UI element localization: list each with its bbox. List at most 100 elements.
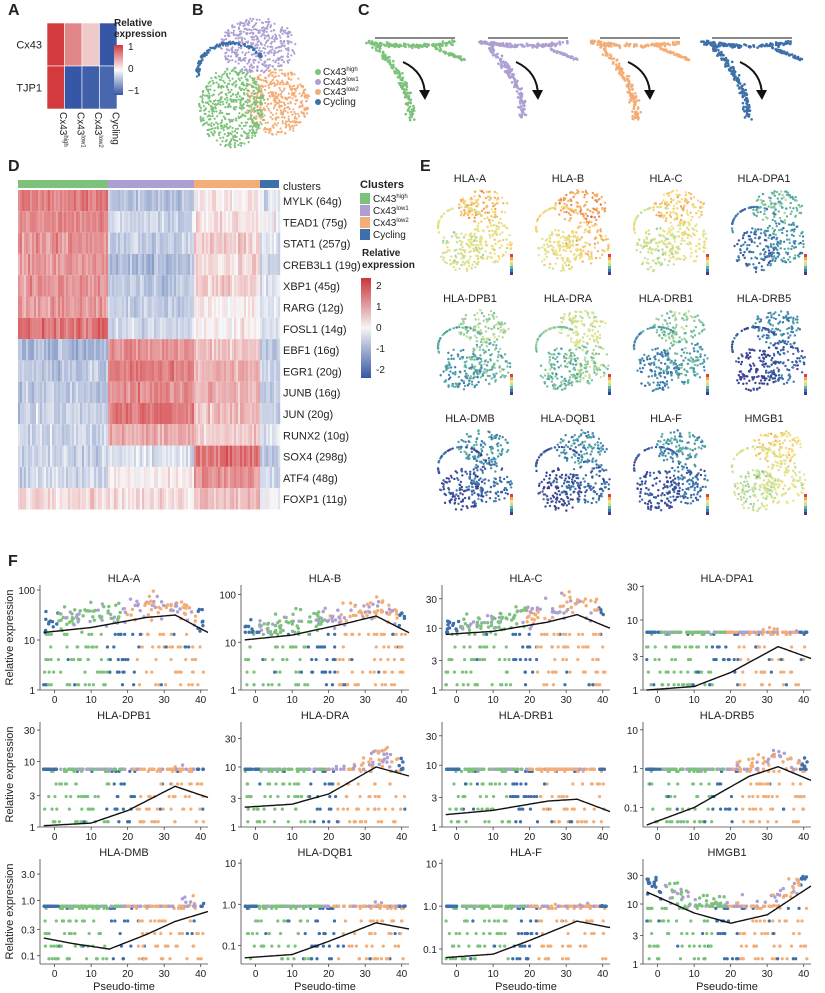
heatmap-column xyxy=(46,381,49,403)
tsne-point xyxy=(227,82,231,85)
heatmap-column xyxy=(232,232,235,254)
heatmap-column xyxy=(256,403,259,425)
heatmap-column xyxy=(276,190,279,212)
heatmap-column xyxy=(212,381,215,403)
heatmap-column xyxy=(148,317,151,340)
heatmap-column xyxy=(176,466,179,489)
tsne-point xyxy=(217,131,221,134)
heatmap-column xyxy=(256,339,259,361)
heatmap-column xyxy=(104,253,107,276)
tsne-point xyxy=(267,74,270,77)
tsne-point xyxy=(247,131,250,135)
heatmap-column xyxy=(230,339,233,361)
tsne-point xyxy=(274,33,277,36)
heatmap-column xyxy=(226,488,229,510)
heatmap-column xyxy=(34,360,37,382)
tsne-point xyxy=(262,46,265,50)
heatmap-column xyxy=(238,317,241,340)
heatmap-column xyxy=(258,466,261,489)
heatmap-column xyxy=(138,360,141,382)
heatmap-column xyxy=(224,253,227,276)
heatmap-column xyxy=(190,253,193,276)
heatmap-column xyxy=(66,445,69,467)
tsne-point xyxy=(207,128,211,131)
trajectory-point xyxy=(679,55,682,59)
heatmap-cell xyxy=(46,22,65,67)
heatmap-column xyxy=(84,296,87,318)
heatmap-column xyxy=(20,403,23,425)
tsne-point xyxy=(256,92,259,95)
feature-point xyxy=(495,224,498,228)
heatmap-column xyxy=(118,403,121,425)
heatmap-column xyxy=(40,275,43,297)
tsne-point xyxy=(248,21,251,25)
tsne-point xyxy=(274,47,277,50)
heatmap-column xyxy=(128,253,131,276)
heatmap-column xyxy=(204,466,207,489)
heatmap-column xyxy=(172,403,175,425)
heatmap-column xyxy=(98,424,101,446)
heatmap-column xyxy=(38,317,41,340)
tsne-point xyxy=(257,61,260,64)
heatmap-column xyxy=(204,317,207,340)
heatmap-column xyxy=(28,488,31,510)
tsne-point xyxy=(217,86,220,89)
tsne-point xyxy=(248,95,251,98)
heatmap-column xyxy=(172,317,175,340)
tsne-point xyxy=(198,102,201,105)
tsne-point xyxy=(228,49,231,52)
heatmap-column xyxy=(226,275,229,297)
heatmap-column xyxy=(152,466,155,489)
tsne-point xyxy=(211,127,214,130)
heatmap-column xyxy=(220,381,223,403)
tsne-point xyxy=(208,80,212,83)
heatmap-column xyxy=(202,403,205,425)
heatmap-column xyxy=(272,424,275,446)
tsne-point xyxy=(213,110,216,113)
heatmap-column xyxy=(20,317,23,340)
trajectory-point xyxy=(514,82,518,86)
heatmap-column xyxy=(34,445,37,467)
heatmap-column xyxy=(230,275,233,297)
heatmap-column xyxy=(240,445,243,467)
heatmap-column xyxy=(138,488,141,510)
tsne-point xyxy=(277,94,280,97)
heatmap-column xyxy=(74,296,77,318)
tsne-point xyxy=(218,43,221,46)
heatmap-column xyxy=(32,275,35,297)
trajectory-point xyxy=(398,43,401,47)
heatmap-column xyxy=(112,253,115,276)
heatmap-column xyxy=(146,360,149,382)
heatmap-column xyxy=(32,381,35,403)
heatmap-cell xyxy=(81,65,100,110)
tsne-point xyxy=(214,127,217,130)
heatmap-column xyxy=(138,232,141,254)
heatmap-column xyxy=(144,466,147,489)
heatmap-column xyxy=(170,253,173,276)
heatmap-column xyxy=(276,445,279,467)
heatmap-column xyxy=(40,296,43,318)
heatmap-column xyxy=(258,339,261,361)
heatmap-column xyxy=(168,253,171,276)
heatmap-column xyxy=(82,403,85,425)
feature-point xyxy=(484,211,487,214)
heatmap-column xyxy=(274,360,277,382)
heatmap-column xyxy=(224,211,227,233)
heatmap-column xyxy=(54,466,57,489)
feature-point xyxy=(463,212,467,215)
tsne-point xyxy=(291,49,294,52)
heatmap-column xyxy=(186,275,189,297)
heatmap-column xyxy=(266,403,269,425)
heatmap-column xyxy=(244,424,247,446)
heatmap-column xyxy=(56,275,59,297)
tsne-point xyxy=(222,103,225,106)
trajectory-point xyxy=(706,39,710,43)
heatmap-column xyxy=(120,339,123,361)
heatmap-column xyxy=(92,317,95,340)
tsne-point xyxy=(207,92,211,95)
heatmap-column xyxy=(126,381,129,403)
label-base: Cycling xyxy=(323,97,356,108)
heatmap-column xyxy=(68,339,71,361)
tsne-point xyxy=(224,43,227,46)
heatmap-column xyxy=(86,488,89,510)
